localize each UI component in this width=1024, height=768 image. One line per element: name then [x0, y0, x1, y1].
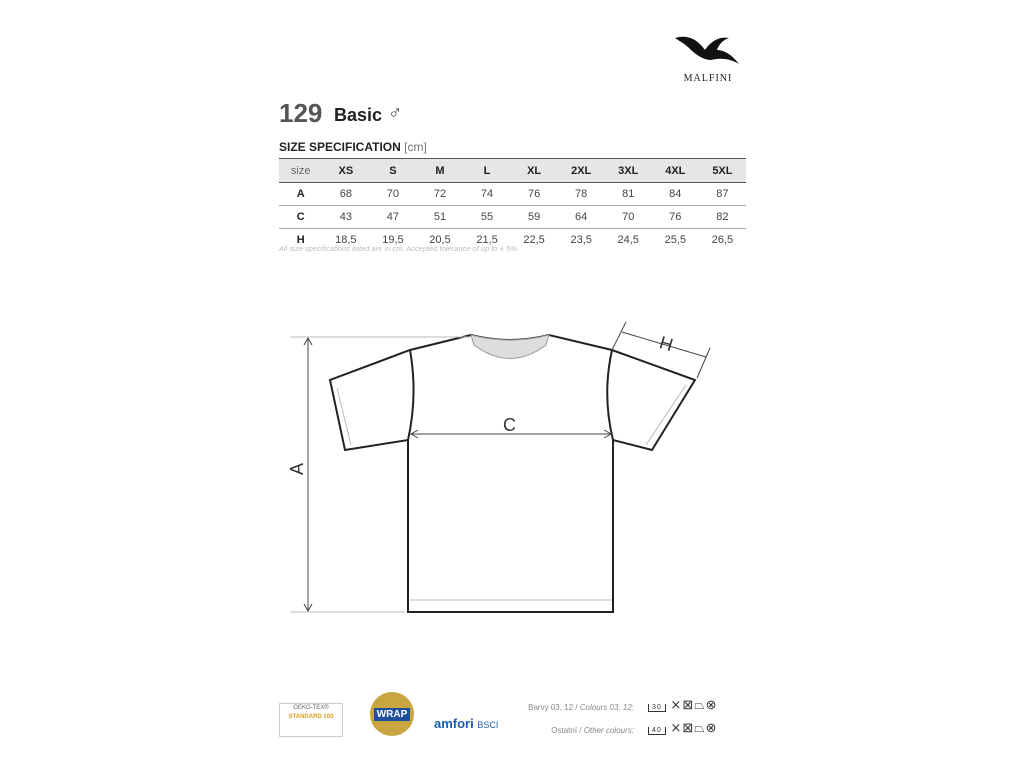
header-cell: L: [463, 158, 511, 183]
collar: [470, 334, 550, 359]
logo-text: MALFINI: [683, 73, 733, 84]
header-cell: 4XL: [651, 158, 699, 183]
header-cell: XL: [510, 158, 558, 183]
table-cell: 84: [651, 182, 699, 206]
table-cell: 22,5: [523, 234, 545, 246]
header-cell: size: [279, 158, 323, 183]
table-cell: 26,5: [711, 234, 734, 246]
dimension-lines: [290, 321, 711, 613]
header-cell: 3XL: [604, 158, 652, 183]
no-bleach-icon: ⨯: [670, 720, 683, 735]
table-cell: 43: [322, 205, 370, 229]
header-cell: 5XL: [698, 158, 746, 183]
dimension-h: [621, 331, 707, 358]
table-cell: 78: [557, 182, 605, 206]
header-cell: 2XL: [557, 158, 605, 183]
eagle-icon: [675, 36, 739, 64]
table-cell: 87: [698, 182, 746, 206]
table-cell: 55: [463, 205, 511, 229]
no-bleach-icon: ⨯: [670, 697, 683, 712]
table-cell: 70: [604, 205, 652, 229]
header-cell: XS: [322, 158, 370, 183]
row-label: C: [279, 205, 323, 229]
table-cell: 25,5: [664, 234, 686, 246]
no-tumble-dry-icon: ⊠: [682, 720, 695, 735]
table-cell: 76: [510, 182, 558, 206]
tshirt-outline: [328, 333, 697, 613]
oeko-tex-badge: OEKO-TEX® STANDARD 100: [279, 703, 343, 737]
table-cell: 70: [369, 182, 417, 206]
no-dry-clean-icon: ⊗: [705, 697, 718, 712]
wash-icon: 40: [648, 727, 666, 735]
table-cell: 81: [604, 182, 652, 206]
product-name: Basic: [334, 105, 383, 125]
male-icon: ♂: [388, 103, 403, 124]
size-table: size XS S M L XL 2XL 3XL 4XL 5XL A 68 70 72…: [279, 158, 746, 251]
wrap-badge: WRAP: [370, 692, 414, 736]
table-cell: 64: [557, 205, 605, 229]
malfini-logo: MALFINI: [668, 30, 748, 84]
no-dry-clean-icon: ⊗: [705, 720, 718, 735]
table-cell: 20,5: [429, 234, 451, 246]
spec-title: SIZE SPECIFICATION [cm]: [279, 140, 427, 154]
table-cell: 59: [510, 205, 558, 229]
label-h: H: [657, 332, 675, 355]
no-tumble-dry-icon: ⊠: [682, 697, 695, 712]
amfori-bsci-logo: amfori BSCI: [434, 716, 499, 731]
header-cell: M: [416, 158, 464, 183]
table-cell: 68: [322, 182, 370, 206]
care-symbols-row-2: 40 ⨯⊠⏢⊗: [648, 720, 718, 736]
table-cell: 19,5: [382, 234, 404, 246]
table-cell: 47: [369, 205, 417, 229]
model-number: 129: [279, 98, 323, 128]
label-a: A: [287, 463, 307, 475]
row-label: H: [296, 234, 305, 246]
care-symbols-row-1: 30 ⨯⊠⏢⊗: [648, 697, 718, 713]
table-cell: 51: [416, 205, 464, 229]
table-row: A 68 70 72 74 76 78 81 84 87: [279, 182, 746, 206]
table-header: size XS S M L XL 2XL 3XL 4XL 5XL: [279, 158, 746, 183]
table-cell: 23,5: [570, 234, 592, 246]
table-cell: 82: [698, 205, 746, 229]
tolerance-note: All size specifications listed are in cm…: [279, 244, 519, 253]
table-cell: 72: [416, 182, 464, 206]
header-cell: S: [369, 158, 417, 183]
colours-label-2: Ostatní / Other colours:: [551, 726, 634, 735]
table-row: H 18,5 19,5 20,5 21,5 22,5 23,5 24,5 25,5 26,5: [279, 229, 746, 252]
table-cell: 21,5: [476, 234, 498, 246]
iron-icon: ⏢: [694, 720, 706, 735]
table-cell: 24,5: [617, 234, 639, 246]
colours-label-1: Barvy 03, 12 / Colours 03, 12:: [528, 703, 634, 712]
table-row: C 43 47 51 55 59 64 70 76 82: [279, 205, 746, 229]
wash-icon: 30: [648, 704, 666, 712]
table-cell: 18,5: [335, 234, 357, 246]
iron-icon: ⏢: [694, 697, 706, 712]
label-c: C: [503, 415, 516, 435]
table-cell: 74: [463, 182, 511, 206]
table-cell: 76: [651, 205, 699, 229]
row-label: A: [279, 182, 323, 206]
